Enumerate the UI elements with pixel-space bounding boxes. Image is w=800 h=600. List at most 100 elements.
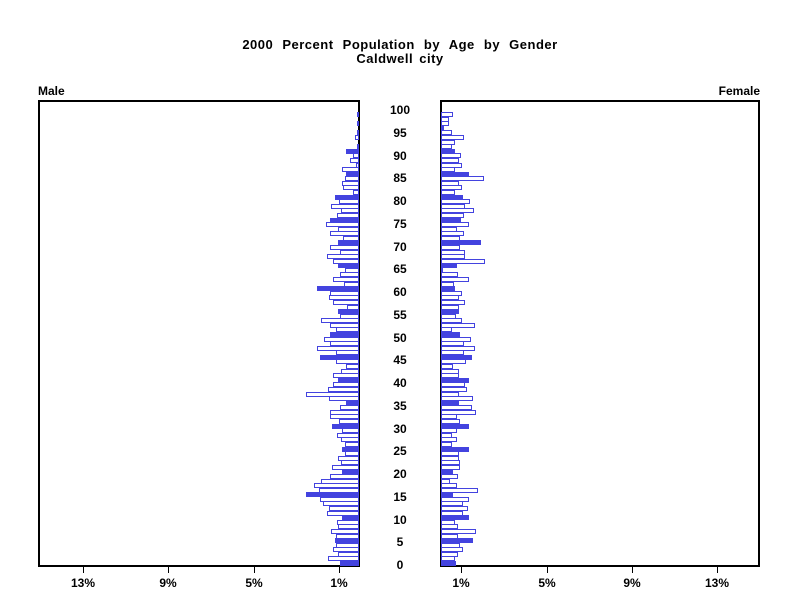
female-bar-age-7 <box>441 529 476 534</box>
female-bar-age-57 <box>441 300 465 305</box>
age-tick-label-25: 25 <box>393 444 407 458</box>
female-bar-age-76 <box>441 213 464 218</box>
male-bar-age-40 <box>338 378 359 383</box>
male-bar-age-73 <box>338 227 359 232</box>
male-bar-age-91 <box>357 144 359 149</box>
age-tick-label-50: 50 <box>393 331 407 345</box>
female-bar-age-63 <box>441 272 458 277</box>
female-bar-age-30 <box>441 424 469 429</box>
male-bar-age-37 <box>306 392 359 397</box>
female-axis-tick-label-5: 5% <box>538 576 556 590</box>
male-bar-age-38 <box>328 387 359 392</box>
male-bar-age-86 <box>342 167 359 172</box>
female-bar-age-35 <box>441 401 459 406</box>
age-tick-label-60: 60 <box>393 285 407 299</box>
male-bar-age-66 <box>333 259 359 264</box>
male-bar-age-75 <box>330 218 359 223</box>
male-axis-tick-13 <box>83 567 84 573</box>
female-bar-age-69 <box>441 245 460 250</box>
male-bar-age-43 <box>346 364 359 369</box>
female-bar-age-21 <box>441 465 460 470</box>
male-bar-age-42 <box>341 369 359 374</box>
female-bar-age-97 <box>441 117 449 122</box>
female-bar-age-85 <box>441 172 469 177</box>
male-bar-age-47 <box>317 346 359 351</box>
male-bar-age-76 <box>337 213 359 218</box>
chart-subtitle: Caldwell city <box>356 51 444 66</box>
female-bar-age-42 <box>441 369 459 374</box>
male-bar-age-45 <box>320 355 359 360</box>
age-tick-label-35: 35 <box>393 399 407 413</box>
male-bar-age-2 <box>338 552 359 557</box>
male-bar-age-18 <box>321 479 359 484</box>
male-bar-age-64 <box>345 268 359 273</box>
age-tick-label-95: 95 <box>393 126 407 140</box>
female-bar-age-26 <box>441 442 452 447</box>
chart-title: 2000 Percent Population by Age by Gender <box>242 37 558 52</box>
female-bar-age-80 <box>441 195 463 200</box>
female-bar-age-12 <box>441 506 468 511</box>
male-bar-age-85 <box>346 172 359 177</box>
male-bar-age-62 <box>333 277 359 282</box>
female-bar-age-70 <box>441 240 481 245</box>
male-axis-tick-1 <box>339 567 340 573</box>
male-bar-age-93 <box>355 135 359 140</box>
male-bar-age-81 <box>353 190 359 195</box>
male-bar-age-69 <box>330 245 359 250</box>
age-tick-label-70: 70 <box>393 240 407 254</box>
female-bar-age-71 <box>441 236 460 241</box>
female-bar-age-14 <box>441 497 469 502</box>
female-bar-age-49 <box>441 337 471 342</box>
female-bar-age-78 <box>441 204 465 209</box>
male-bar-age-49 <box>324 337 359 342</box>
female-bar-age-81 <box>441 190 455 195</box>
female-bar-age-28 <box>441 433 452 438</box>
age-tick-label-5: 5 <box>396 535 404 549</box>
female-axis-tick-5 <box>547 567 548 573</box>
male-axis-tick-label-13: 13% <box>70 576 96 590</box>
female-bar-age-92 <box>441 140 455 145</box>
male-bar-age-94 <box>357 130 359 135</box>
female-bar-age-43 <box>441 364 453 369</box>
female-bar-age-93 <box>441 135 464 140</box>
age-tick-label-10: 10 <box>393 513 407 527</box>
female-bar-age-83 <box>441 181 459 186</box>
male-bar-age-50 <box>330 332 359 337</box>
male-bar-age-7 <box>331 529 359 534</box>
female-bar-age-38 <box>441 387 467 392</box>
female-panel-label: Female <box>718 84 760 98</box>
female-bar-age-11 <box>441 511 463 516</box>
male-bar-age-56 <box>347 305 359 310</box>
age-tick-label-30: 30 <box>393 422 407 436</box>
age-tick-label-85: 85 <box>393 171 407 185</box>
female-bar-age-45 <box>441 355 472 360</box>
male-bar-age-61 <box>344 282 359 287</box>
female-bar-age-6 <box>441 534 458 539</box>
male-bar-age-28 <box>337 433 359 438</box>
female-bar-age-66 <box>441 259 485 264</box>
female-bar-age-33 <box>441 410 476 415</box>
male-bar-age-4 <box>336 543 359 548</box>
female-bar-age-37 <box>441 392 459 397</box>
female-axis-tick-9 <box>632 567 633 573</box>
male-bar-age-83 <box>342 181 359 186</box>
male-bar-age-90 <box>346 149 359 154</box>
age-tick-label-0: 0 <box>396 558 404 572</box>
male-bar-age-23 <box>338 456 359 461</box>
female-axis-tick-13 <box>717 567 718 573</box>
male-bar-age-68 <box>340 250 359 255</box>
female-bar-age-16 <box>441 488 478 493</box>
male-panel-label: Male <box>38 84 65 98</box>
male-axis-tick-9 <box>168 567 169 573</box>
female-bar-age-88 <box>441 158 459 163</box>
female-bar-age-0 <box>441 561 456 566</box>
male-bar-age-19 <box>330 474 359 479</box>
age-tick-label-90: 90 <box>393 149 407 163</box>
female-bar-age-98 <box>441 112 453 117</box>
male-bar-age-96 <box>357 121 359 126</box>
male-axis-tick-label-5: 5% <box>245 576 263 590</box>
male-bar-age-26 <box>345 442 359 447</box>
male-bar-age-16 <box>319 488 359 493</box>
age-tick-label-65: 65 <box>393 262 407 276</box>
male-bar-age-57 <box>333 300 359 305</box>
